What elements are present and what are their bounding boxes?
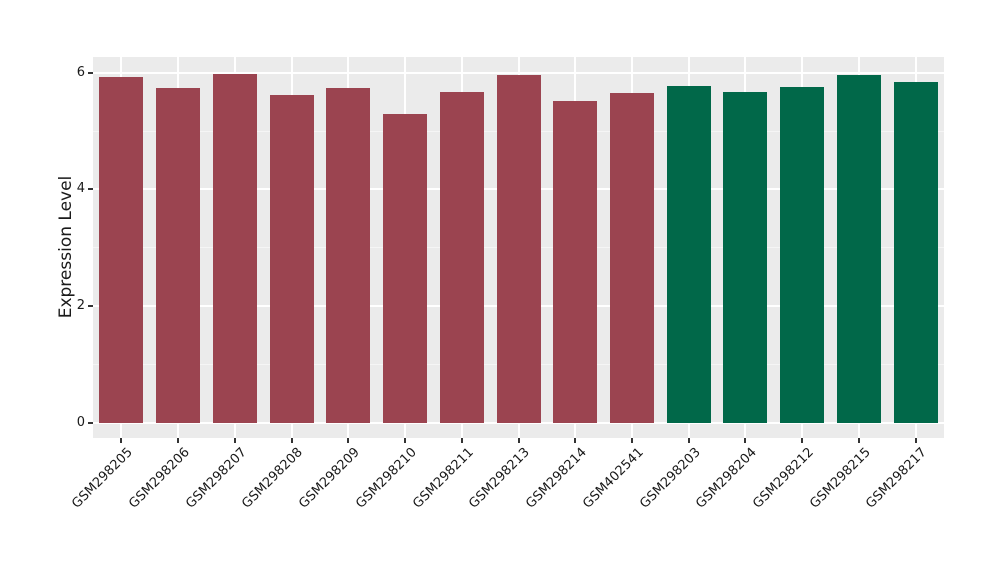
bar-GSM298214 [553, 100, 598, 423]
bar-GSM298205 [99, 76, 144, 423]
x-tick-mark [744, 438, 747, 443]
x-tick-mark [290, 438, 293, 443]
y-tick-label: 0 [76, 414, 85, 430]
x-tick-mark [460, 438, 463, 443]
y-tick-mark [88, 421, 93, 424]
x-tick-label: GSM298212 [750, 445, 817, 512]
x-tick-mark [517, 438, 520, 443]
x-tick-mark [687, 438, 690, 443]
x-tick-mark [177, 438, 180, 443]
bar-GSM298211 [439, 92, 484, 423]
y-tick-label: 4 [76, 181, 85, 197]
x-tick-mark [914, 438, 917, 443]
bar-GSM298209 [326, 87, 371, 423]
x-tick-mark [347, 438, 350, 443]
y-tick-mark [88, 188, 93, 191]
x-tick-mark [574, 438, 577, 443]
x-tick-mark [233, 438, 236, 443]
y-tick-label: 6 [76, 64, 85, 80]
x-tick-mark [630, 438, 633, 443]
bar-GSM298204 [723, 92, 768, 423]
bar-GSM298208 [269, 94, 314, 423]
bar-GSM298217 [893, 81, 938, 423]
bar-GSM298206 [156, 87, 201, 423]
x-tick-mark [120, 438, 123, 443]
bar-GSM298203 [666, 85, 711, 423]
bar-GSM298215 [836, 74, 881, 423]
bar-GSM298210 [383, 113, 428, 423]
bar-GSM298212 [780, 86, 825, 423]
y-tick-mark [88, 305, 93, 308]
y-tick-mark [88, 71, 93, 74]
y-axis-title: Expression Level [56, 175, 76, 319]
bar-GSM298213 [496, 74, 541, 423]
bar-GSM402541 [609, 92, 654, 423]
x-tick-mark [404, 438, 407, 443]
bar-GSM298207 [212, 73, 257, 423]
y-tick-label: 2 [76, 298, 85, 314]
plot-panel [93, 57, 944, 438]
x-tick-mark [801, 438, 804, 443]
x-tick-mark [857, 438, 860, 443]
